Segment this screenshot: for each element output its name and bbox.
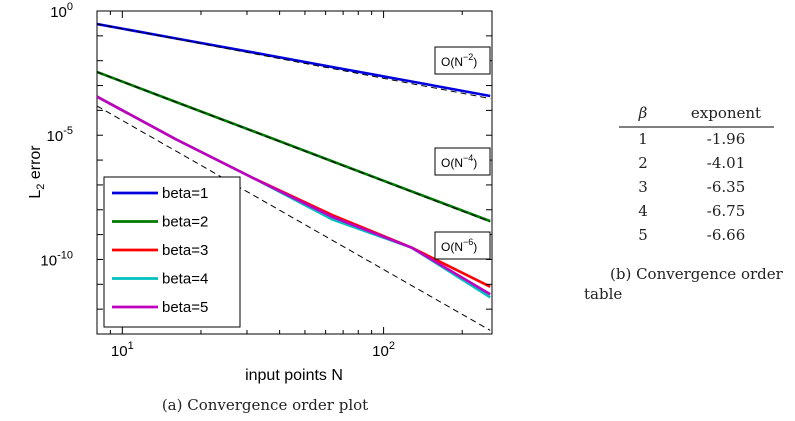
table-cell-beta: 3 [638, 178, 648, 196]
reference-annotation-1: O(N−2) [434, 46, 491, 75]
table-cell-exponent: -1.96 [707, 130, 745, 148]
series-line-beta-5 [97, 95, 491, 296]
annotation-label: O(N−6) [441, 237, 477, 254]
reference-annotation-2: O(N−4) [434, 147, 491, 176]
annotations: O(N−2) O(N−4) O(N−6) [434, 46, 491, 260]
ticks: 101 102 100 10-5 10-10 [40, 1, 492, 360]
table-row: 2 -4.01 [638, 154, 745, 172]
legend-item-beta-3: beta=3 [112, 242, 208, 259]
annotation-label: O(N−4) [441, 153, 477, 170]
table-header-exponent: exponent [691, 104, 761, 122]
table-cell-beta: 5 [638, 226, 648, 244]
series-line-beta-1 [97, 22, 491, 98]
legend-item-beta-4: beta=4 [112, 271, 208, 288]
table-cell-beta: 4 [638, 202, 648, 220]
table-header-beta: β [638, 104, 648, 122]
caption-b-line1: (b) Convergence order [610, 265, 784, 283]
table-cell-exponent: -4.01 [707, 154, 745, 172]
table-cell-exponent: -6.66 [707, 226, 745, 244]
reference-annotation-3: O(N−6) [434, 231, 491, 260]
legend-items: beta=1 beta=2 beta=3 beta=4 beta=5 [112, 185, 208, 316]
legend-item-beta-5: beta=5 [112, 299, 208, 316]
convergence-table: β exponent 1 -1.96 2 -4.01 3 -6.35 4 -6.75 5 -6.6… [584, 104, 784, 303]
reference-line-3 [97, 105, 491, 331]
table-row: 5 -6.66 [638, 226, 745, 244]
table-row: 3 -6.35 [638, 178, 745, 196]
caption-a: (a) Convergence order plot [162, 396, 368, 414]
y-axis-label: L2 error [27, 145, 47, 199]
x-axis-label: input points N [245, 367, 343, 384]
y-tick-label: 100 [50, 1, 73, 21]
legend-label: beta=5 [162, 299, 208, 316]
caption-b-line2: table [584, 285, 622, 303]
reference-lines [97, 23, 491, 331]
legend-item-beta-1: beta=1 [112, 185, 208, 202]
legend-label: beta=2 [162, 214, 208, 231]
table-row: 4 -6.75 [638, 202, 745, 220]
table-rows: 1 -1.96 2 -4.01 3 -6.35 4 -6.75 5 -6.66 [638, 130, 745, 244]
annotation-box [434, 231, 491, 260]
legend-label: beta=3 [162, 242, 208, 259]
legend-item-beta-2: beta=2 [112, 214, 208, 231]
table-row: 1 -1.96 [638, 130, 745, 148]
reference-line-1 [97, 23, 491, 100]
legend-label: beta=4 [162, 271, 208, 288]
table-cell-exponent: -6.75 [707, 202, 745, 220]
legend-box [103, 176, 241, 328]
annotation-label: O(N−2) [441, 52, 477, 69]
y-tick-label: 10-10 [40, 249, 73, 269]
x-tick-label: 102 [372, 340, 395, 360]
legend-label: beta=1 [162, 185, 208, 202]
y-tick-label: 10-5 [47, 125, 73, 145]
table-cell-exponent: -6.35 [707, 178, 745, 196]
reference-line-2 [97, 71, 491, 223]
x-tick-label: 101 [111, 340, 134, 360]
table-cell-beta: 2 [638, 154, 648, 172]
annotation-box [434, 46, 491, 75]
table-cell-beta: 1 [638, 130, 648, 148]
legend: beta=1 beta=2 beta=3 beta=4 beta=5 [103, 176, 241, 328]
annotation-box [434, 147, 491, 176]
